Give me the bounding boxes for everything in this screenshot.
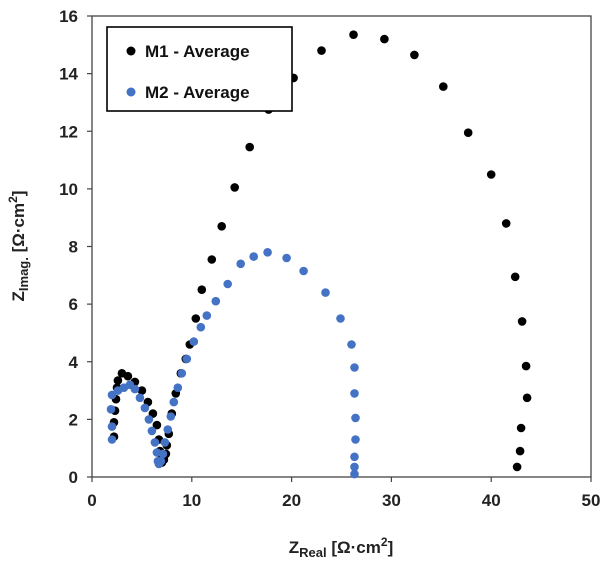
data-point-m2 <box>151 438 160 447</box>
data-point-m1 <box>502 219 511 228</box>
y-axis-label: ZImag. [Ω·cm2] <box>6 191 31 302</box>
data-point-m1 <box>523 394 532 403</box>
data-point-m2 <box>351 414 360 423</box>
data-point-m2 <box>170 398 179 407</box>
legend-label-m2: M2 - Average <box>145 83 250 102</box>
data-point-m2 <box>108 435 117 444</box>
data-point-m2 <box>350 453 359 462</box>
data-point-m2 <box>161 438 170 447</box>
data-point-m2 <box>212 297 221 306</box>
eis-scatter-chart: 0 10 20 30 40 50 0 2 4 6 8 10 12 14 16 M1 - Average M… <box>0 0 614 569</box>
y-tick-label: 16 <box>59 7 78 26</box>
data-point-m2 <box>145 415 154 424</box>
data-point-m1 <box>522 362 531 371</box>
legend: M1 - Average M2 - Average <box>107 27 292 111</box>
x-tick-label: 20 <box>282 491 301 510</box>
data-point-m1 <box>518 317 527 326</box>
x-axis-label: ZReal [Ω·cm2] <box>289 535 393 560</box>
data-point-m2 <box>263 248 272 257</box>
data-point-m2 <box>223 280 232 289</box>
data-point-m1 <box>349 30 358 39</box>
x-tick-label: 50 <box>582 491 601 510</box>
x-tick-label: 10 <box>182 491 201 510</box>
data-point-m1 <box>245 143 254 152</box>
data-point-m1 <box>317 46 326 55</box>
data-point-m1 <box>114 376 123 385</box>
y-tick-label: 8 <box>69 238 78 257</box>
legend-label-m1: M1 - Average <box>145 42 250 61</box>
data-point-m2 <box>141 404 150 413</box>
data-point-m1 <box>208 255 217 264</box>
data-point-m1 <box>511 273 520 282</box>
y-tick-label: 4 <box>69 353 79 372</box>
data-point-m2 <box>108 422 117 431</box>
data-point-m2 <box>178 369 187 378</box>
data-point-m1 <box>124 372 133 381</box>
data-point-m2 <box>159 450 168 459</box>
data-point-m2 <box>236 260 245 269</box>
y-tick-label: 2 <box>69 410 78 429</box>
x-axis-ticks: 0 10 20 30 40 50 <box>87 477 600 510</box>
data-point-m2 <box>148 427 157 436</box>
data-point-m2 <box>249 252 258 261</box>
data-point-m2 <box>167 412 176 421</box>
data-point-m2 <box>336 314 345 323</box>
y-axis-ticks: 0 2 4 6 8 10 12 14 16 <box>59 7 92 487</box>
data-point-m2 <box>164 425 173 434</box>
y-tick-label: 0 <box>69 468 78 487</box>
data-point-m1 <box>517 424 526 433</box>
data-point-m1 <box>439 82 448 91</box>
data-point-m2 <box>107 405 116 414</box>
data-point-m2 <box>197 323 206 332</box>
data-point-m2 <box>350 363 359 372</box>
x-tick-label: 40 <box>482 491 501 510</box>
data-point-m2 <box>157 457 166 466</box>
data-point-m2 <box>190 337 199 346</box>
data-point-m1 <box>513 463 522 472</box>
data-point-m1 <box>192 314 201 323</box>
y-tick-label: 6 <box>69 295 78 314</box>
data-point-m2 <box>350 470 359 479</box>
data-point-m2 <box>299 267 308 276</box>
data-point-m1 <box>380 35 389 44</box>
legend-marker-m1 <box>127 47 136 56</box>
y-tick-label: 12 <box>59 122 78 141</box>
data-point-m1 <box>516 447 525 456</box>
data-point-m2 <box>203 311 212 320</box>
y-tick-label: 10 <box>59 180 78 199</box>
data-point-m1 <box>410 51 419 60</box>
data-point-m1 <box>464 128 473 137</box>
x-tick-label: 0 <box>87 491 96 510</box>
x-tick-label: 30 <box>382 491 401 510</box>
data-point-m2 <box>351 435 360 444</box>
data-point-m1 <box>217 222 226 231</box>
data-point-m2 <box>183 355 192 364</box>
data-point-m2 <box>350 389 359 398</box>
data-point-m1 <box>487 170 496 179</box>
y-tick-label: 14 <box>59 65 78 84</box>
data-point-m1 <box>198 285 207 294</box>
data-point-m1 <box>230 183 239 192</box>
data-point-m2 <box>282 254 291 263</box>
data-point-m2 <box>321 288 330 297</box>
data-point-m2 <box>174 383 183 392</box>
data-point-m2 <box>136 394 145 403</box>
data-point-m2 <box>131 385 140 394</box>
data-point-m2 <box>347 340 356 349</box>
series-m2 <box>107 248 360 478</box>
legend-marker-m2 <box>127 88 136 97</box>
